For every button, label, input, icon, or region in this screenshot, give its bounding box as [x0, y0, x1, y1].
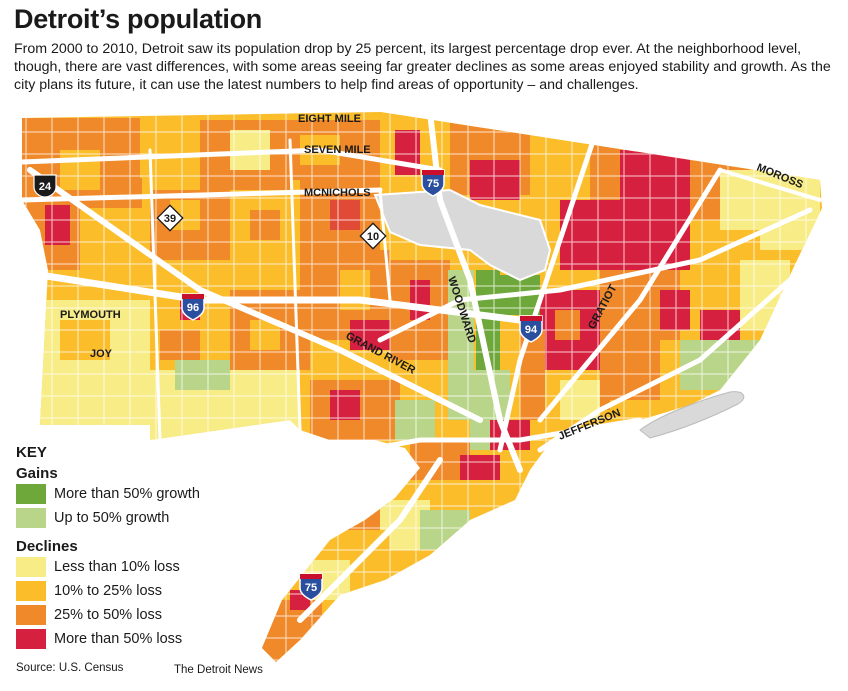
legend-swatch: [16, 605, 46, 625]
legend-label: More than 50% growth: [54, 486, 200, 502]
belle-isle: [639, 391, 745, 439]
legend-label: 10% to 25% loss: [54, 583, 163, 599]
page-title: Detroit’s population: [14, 4, 262, 34]
legend-label: Less than 10% loss: [54, 559, 180, 575]
source-note: Source: U.S. Census: [16, 662, 124, 674]
road-label-joy: JOY: [90, 348, 113, 360]
i96-shield-icon: 96: [181, 293, 205, 321]
legend-swatch: [16, 484, 46, 504]
legend-swatch: [16, 557, 46, 577]
legend-label: More than 50% loss: [54, 631, 183, 647]
legend-item: More than 50% growth: [16, 482, 200, 506]
highland-park-hamtramck-enclave: [373, 188, 552, 282]
m10-route-marker-icon: 10: [359, 222, 387, 250]
intro-text: From 2000 to 2010, Detroit saw its popul…: [14, 41, 831, 93]
map-legend: KEY Gains More than 50% growth Up to 50%…: [16, 444, 200, 651]
road-label-seven-mile: SEVEN MILE: [304, 144, 371, 156]
legend-item: 10% to 25% loss: [16, 579, 200, 603]
m39-route-marker-icon: 39: [156, 204, 184, 232]
legend-item: Less than 10% loss: [16, 555, 200, 579]
road-label-eight-mile: EIGHT MILE: [298, 113, 361, 125]
legend-swatch: [16, 508, 46, 528]
road-label-plymouth: PLYMOUTH: [60, 309, 121, 321]
legend-title: KEY: [16, 444, 47, 461]
legend-label: Up to 50% growth: [54, 510, 170, 526]
road-label-mcnichols: MCNICHOLS: [304, 187, 371, 199]
svg-text:75: 75: [305, 582, 317, 594]
legend-gains-heading: Gains: [16, 465, 58, 482]
legend-item: More than 50% loss: [16, 627, 200, 651]
legend-label: 25% to 50% loss: [54, 607, 163, 623]
legend-declines-heading: Declines: [16, 538, 78, 555]
us24-route-marker-icon: 24: [33, 174, 57, 198]
legend-item: Up to 50% growth: [16, 506, 200, 530]
publisher-credit: The Detroit News: [174, 664, 263, 676]
legend-swatch: [16, 629, 46, 649]
i75-south-shield-icon: 75: [299, 573, 323, 601]
legend-item: 25% to 50% loss: [16, 603, 200, 627]
svg-text:96: 96: [187, 302, 199, 314]
i94-shield-icon: 94: [519, 315, 543, 343]
svg-text:94: 94: [525, 324, 538, 336]
svg-text:39: 39: [164, 213, 176, 225]
legend-swatch: [16, 581, 46, 601]
svg-text:10: 10: [367, 231, 379, 243]
i75-north-shield-icon: 75: [421, 169, 445, 197]
major-roads: [19, 109, 822, 623]
svg-text:24: 24: [39, 181, 52, 193]
svg-text:75: 75: [427, 178, 439, 190]
